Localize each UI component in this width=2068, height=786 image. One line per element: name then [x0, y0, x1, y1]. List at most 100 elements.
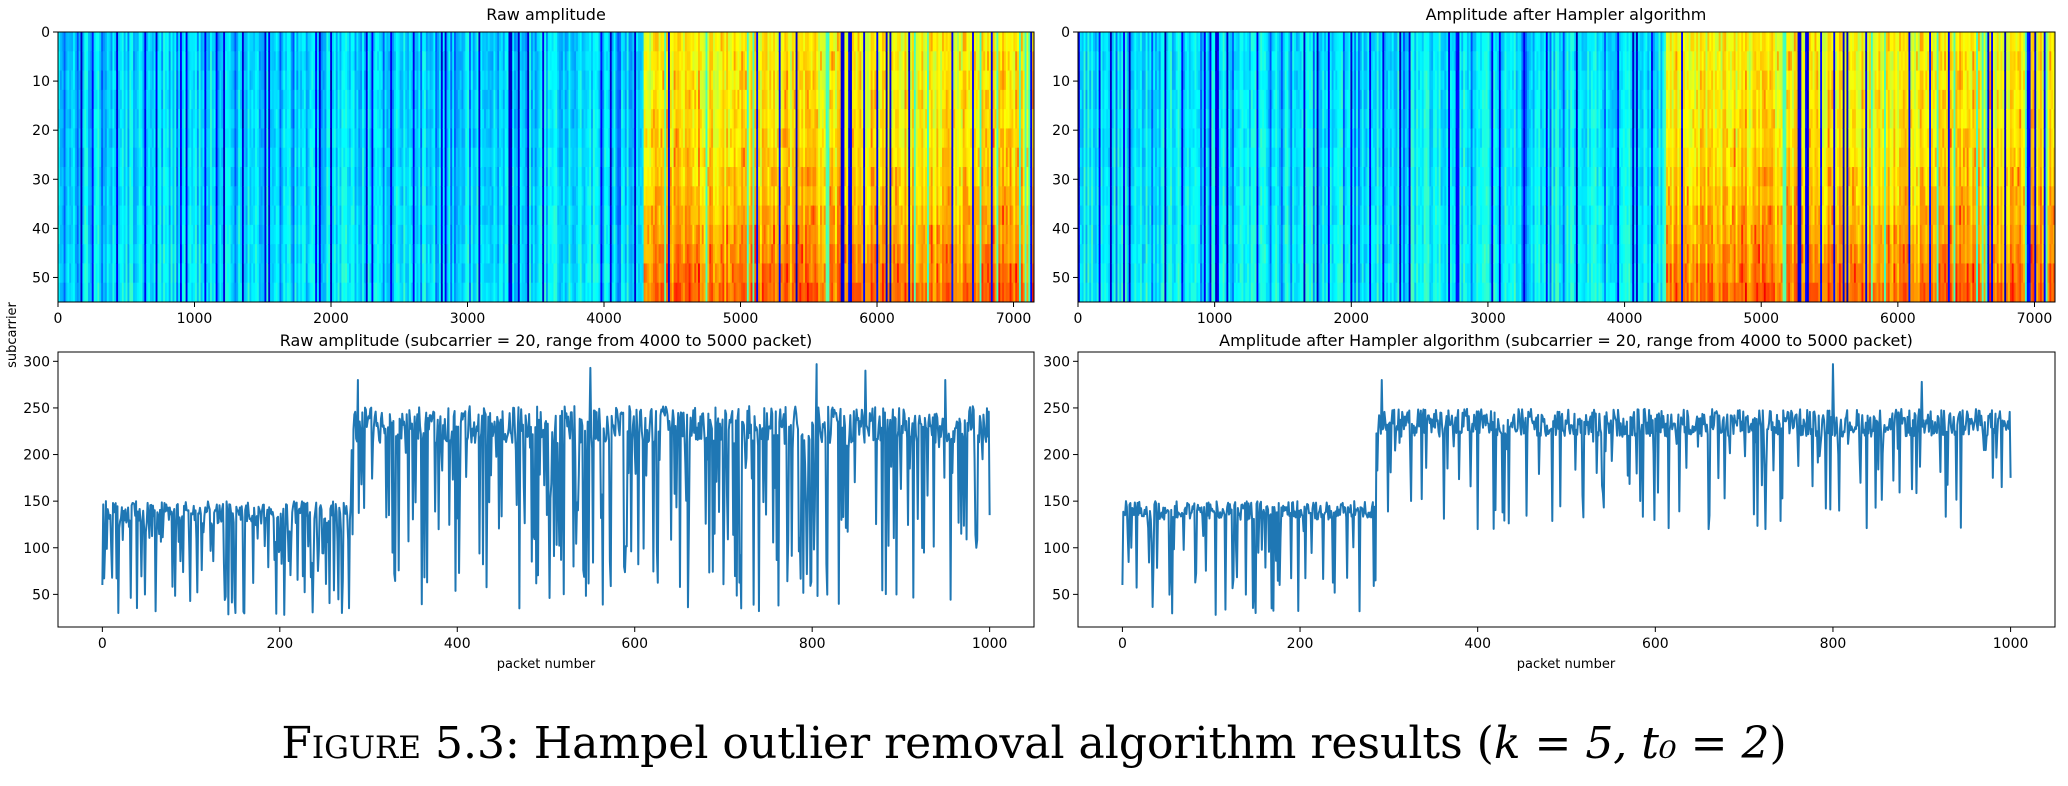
heatmap-cell: [553, 32, 556, 52]
heatmap-cell: [600, 263, 603, 284]
heatmap-cell: [187, 51, 190, 72]
heatmap-cell: [433, 186, 436, 207]
heatmap-cell: [159, 109, 162, 130]
heatmap-cell: [168, 224, 172, 245]
heatmap-cell: [333, 89, 337, 110]
heatmap-cell: [454, 51, 457, 72]
heatmap-cell: [621, 128, 624, 149]
heatmap-cell: [585, 263, 588, 284]
heatmap-cell: [694, 32, 697, 52]
heatmap-cell: [271, 244, 275, 265]
heatmap-cell: [399, 147, 403, 168]
heatmap-cell: [335, 147, 339, 168]
heatmap-cell: [645, 186, 648, 207]
heatmap-cell: [622, 282, 626, 302]
heatmap-cell: [273, 89, 277, 110]
heatmap-cell: [652, 205, 656, 226]
heatmap-cell: [647, 167, 650, 187]
heatmap-cell: [401, 147, 404, 168]
heatmap-cell: [375, 263, 378, 284]
heatmap-cell: [442, 128, 446, 149]
heatmap-cell: [508, 32, 511, 52]
heatmap-cell: [634, 186, 637, 207]
heatmap-cell: [251, 244, 254, 265]
heatmap-cell: [489, 186, 493, 207]
heatmap-cell: [609, 224, 613, 245]
heatmap-cell: [378, 32, 382, 52]
heatmap-cell: [324, 167, 327, 187]
heatmap-cell: [89, 244, 93, 265]
heatmap-cell: [371, 70, 374, 91]
heatmap-cell: [692, 89, 695, 110]
heatmap-cell: [91, 224, 95, 245]
heatmap-cell: [59, 244, 63, 265]
heatmap-cell: [726, 109, 729, 130]
heatmap-cell: [459, 224, 463, 245]
heatmap-cell: [131, 205, 134, 226]
heatmap-cell: [112, 205, 115, 226]
heatmap-cell: [302, 128, 305, 149]
heatmap-cell: [264, 128, 267, 149]
heatmap-cell: [365, 205, 369, 226]
heatmap-cell: [662, 147, 665, 168]
heatmap-cell: [345, 167, 348, 187]
heatmap-cell: [260, 186, 264, 207]
heatmap-cell: [106, 147, 110, 168]
heatmap-cell: [390, 224, 393, 245]
heatmap-cell: [408, 70, 412, 91]
heatmap-cell: [679, 70, 682, 91]
heatmap-cell: [651, 205, 654, 226]
heatmap-cell: [80, 244, 83, 265]
heatmap-cell: [63, 167, 67, 187]
heatmap-cell: [345, 205, 348, 226]
heatmap-cell: [587, 128, 590, 149]
heatmap-cell: [470, 32, 474, 52]
heatmap-cell: [386, 263, 389, 284]
heatmap-cell: [74, 244, 78, 265]
heatmap-cell: [713, 244, 716, 265]
heatmap-cell: [262, 32, 266, 52]
heatmap-cell: [74, 32, 78, 52]
heatmap-cell: [549, 32, 553, 52]
heatmap-cell: [572, 263, 575, 284]
heatmap-cell: [174, 186, 177, 207]
heatmap-cell: [694, 263, 697, 284]
heatmap-cell: [196, 244, 200, 265]
heatmap-cell: [185, 32, 189, 52]
heatmap-cell: [238, 263, 241, 284]
heatmap-cell: [388, 186, 391, 207]
heatmap-cell: [683, 167, 686, 187]
heatmap-cell: [378, 167, 382, 187]
heatmap-cell: [298, 70, 301, 91]
heatmap-cell: [332, 205, 335, 226]
heatmap-cell: [562, 224, 566, 245]
heatmap-cell: [286, 263, 290, 284]
heatmap-cell: [716, 205, 720, 226]
heatmap-cell: [146, 282, 149, 302]
heatmap-cell: [508, 224, 511, 245]
heatmap-cell: [425, 51, 429, 72]
heatmap-cell: [530, 186, 534, 207]
heatmap-cell: [84, 51, 87, 72]
heatmap-cell: [251, 128, 254, 149]
heatmap-cell: [270, 89, 273, 110]
heatmap-cell: [367, 32, 371, 52]
heatmap-cell: [632, 263, 635, 284]
heatmap-cell: [133, 89, 136, 110]
heatmap-cell: [658, 51, 662, 72]
heatmap-cell: [480, 263, 483, 284]
heatmap-cell: [187, 32, 190, 52]
heatmap-cell: [668, 205, 671, 226]
heatmap-cell: [530, 32, 534, 52]
heatmap-cell: [279, 282, 282, 302]
heatmap-cell: [219, 167, 222, 187]
heatmap-cell: [669, 167, 673, 187]
heatmap-cell: [328, 70, 331, 91]
heatmap-cell: [369, 205, 373, 226]
heatmap-cell: [324, 186, 327, 207]
heatmap-cell: [110, 109, 114, 130]
heatmap-cell: [153, 89, 157, 110]
heatmap-cell: [360, 70, 363, 91]
heatmap-cell: [93, 147, 97, 168]
heatmap-cell: [347, 70, 350, 91]
